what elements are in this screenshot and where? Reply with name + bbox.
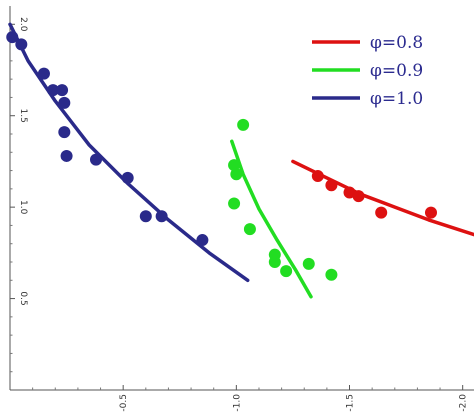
x-tick-label: -1.0: [232, 394, 242, 412]
y-tick-label: 1.5: [18, 109, 28, 123]
data-point-phi-0-9: [243, 223, 256, 236]
data-point-phi-1-0: [15, 38, 28, 51]
data-point-phi-1-0: [6, 31, 19, 44]
x-tick-label: -2.0: [459, 394, 469, 412]
data-point-phi-0-8: [352, 190, 365, 203]
data-point-phi-0-8: [424, 206, 437, 219]
data-point-phi-1-0: [196, 234, 209, 247]
y-tick-label: 0.5: [18, 291, 28, 305]
data-point-phi-0-8: [325, 179, 338, 192]
data-point-phi-1-0: [155, 210, 168, 223]
y-tick-label: 1.0: [18, 200, 28, 215]
data-point-phi-1-0: [56, 84, 69, 97]
data-point-phi-0-9: [325, 268, 338, 281]
data-point-phi-0-9: [268, 256, 281, 268]
data-points: [6, 31, 437, 281]
data-point-phi-1-0: [58, 126, 71, 139]
data-point-phi-1-0: [60, 149, 73, 162]
axes: -0.5 -1.0 -1.5 -2.0 0.5 1.0 1.5 2.0: [9, 6, 474, 412]
data-point-phi-0-8: [343, 186, 356, 199]
x-tick-label: -1.5: [346, 394, 356, 412]
data-point-phi-0-9: [280, 265, 293, 278]
legend-label-phi-0-8: φ=0.8: [370, 33, 423, 53]
data-point-phi-1-0: [121, 171, 134, 184]
data-point-phi-1-0: [37, 67, 50, 80]
legend-label-phi-1-0: φ=1.0: [370, 89, 423, 109]
data-point-phi-0-9: [228, 197, 241, 210]
y-tick-label: 2.0: [18, 17, 28, 32]
data-point-phi-0-9: [228, 159, 241, 172]
data-point-phi-1-0: [90, 153, 103, 166]
data-point-phi-1-0: [47, 84, 60, 97]
legend: φ=0.8 φ=0.9 φ=1.0: [312, 33, 423, 109]
fit-curve-phi-1-0: [8, 22, 250, 283]
data-point-phi-0-9: [237, 118, 250, 131]
fit-curve-phi-0-9: [230, 139, 313, 299]
x-ticks: -0.5 -1.0 -1.5 -2.0: [32, 385, 469, 412]
x-tick-label: -0.5: [119, 394, 129, 412]
data-point-phi-0-9: [230, 168, 243, 181]
data-point-phi-1-0: [139, 210, 152, 223]
data-point-phi-0-8: [375, 206, 388, 219]
data-point-phi-0-8: [311, 170, 324, 183]
data-point-phi-1-0: [58, 96, 71, 109]
data-point-phi-0-9: [302, 257, 315, 270]
legend-label-phi-0-9: φ=0.9: [370, 61, 423, 81]
